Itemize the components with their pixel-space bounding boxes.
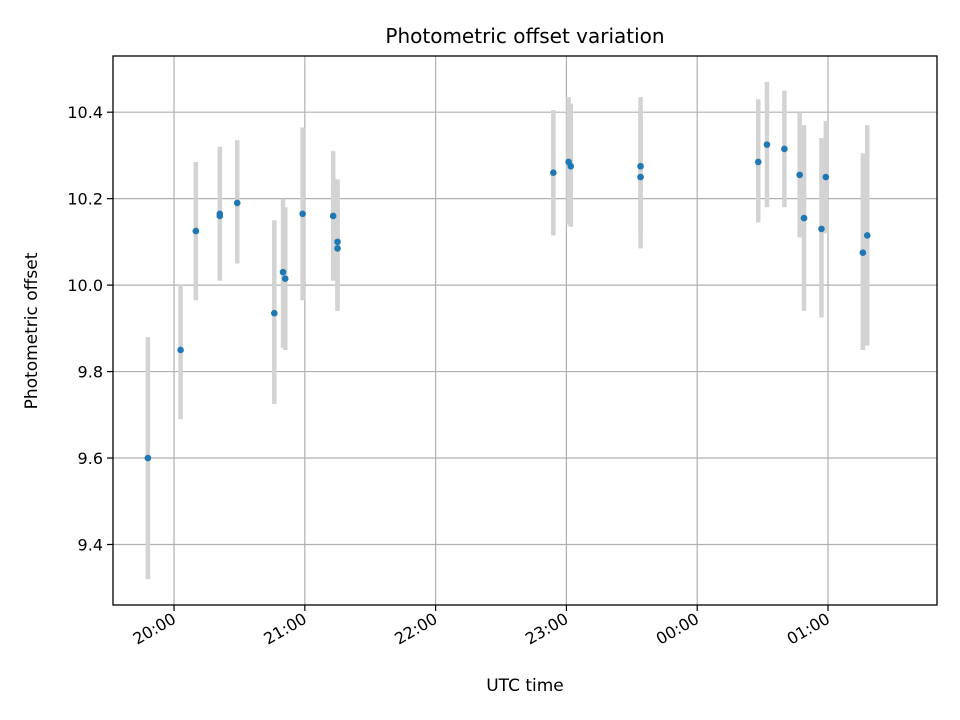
data-point xyxy=(334,245,341,252)
data-point xyxy=(216,212,224,220)
data-point xyxy=(299,210,306,218)
data-point xyxy=(781,145,788,153)
plot-frame xyxy=(112,55,938,606)
data-point xyxy=(279,268,287,276)
y-axis-label: Photometric offset xyxy=(22,252,42,409)
x-tick-label: 21:00 xyxy=(260,609,309,649)
x-tick-label: 01:00 xyxy=(784,609,833,649)
data-point xyxy=(818,225,825,233)
data-point xyxy=(329,212,337,220)
data-point xyxy=(863,232,871,239)
x-axis-label: UTC time xyxy=(486,676,564,696)
data-point xyxy=(233,199,241,207)
data-point xyxy=(796,171,803,179)
y-tick-label: 10.4 xyxy=(67,103,103,122)
data-point xyxy=(637,162,644,170)
data-points xyxy=(144,141,871,462)
data-point xyxy=(754,158,762,166)
y-tick-label: 10.0 xyxy=(67,276,103,295)
x-tick-label: 00:00 xyxy=(653,609,702,649)
x-tick-label: 20:00 xyxy=(130,609,179,649)
y-tick-label: 9.8 xyxy=(78,363,103,382)
x-tick-label: 22:00 xyxy=(391,609,440,649)
data-point xyxy=(281,275,289,282)
data-point xyxy=(859,249,867,256)
data-point xyxy=(763,141,771,148)
data-point xyxy=(550,169,557,177)
data-point xyxy=(144,454,152,462)
grid xyxy=(113,56,937,605)
data-point xyxy=(334,238,341,246)
y-tick-label: 10.2 xyxy=(67,190,103,209)
data-point xyxy=(637,173,644,181)
y-tick-label: 9.4 xyxy=(78,535,103,554)
error-bars xyxy=(145,81,870,580)
x-tick-label: 23:00 xyxy=(522,609,571,649)
chart-title: Photometric offset variation xyxy=(385,24,664,48)
data-point xyxy=(800,214,808,222)
data-point xyxy=(822,173,830,181)
y-tick-label: 9.6 xyxy=(78,449,103,468)
data-point xyxy=(567,162,575,170)
data-point xyxy=(192,227,200,235)
data-point xyxy=(177,346,184,354)
data-point xyxy=(271,309,278,317)
